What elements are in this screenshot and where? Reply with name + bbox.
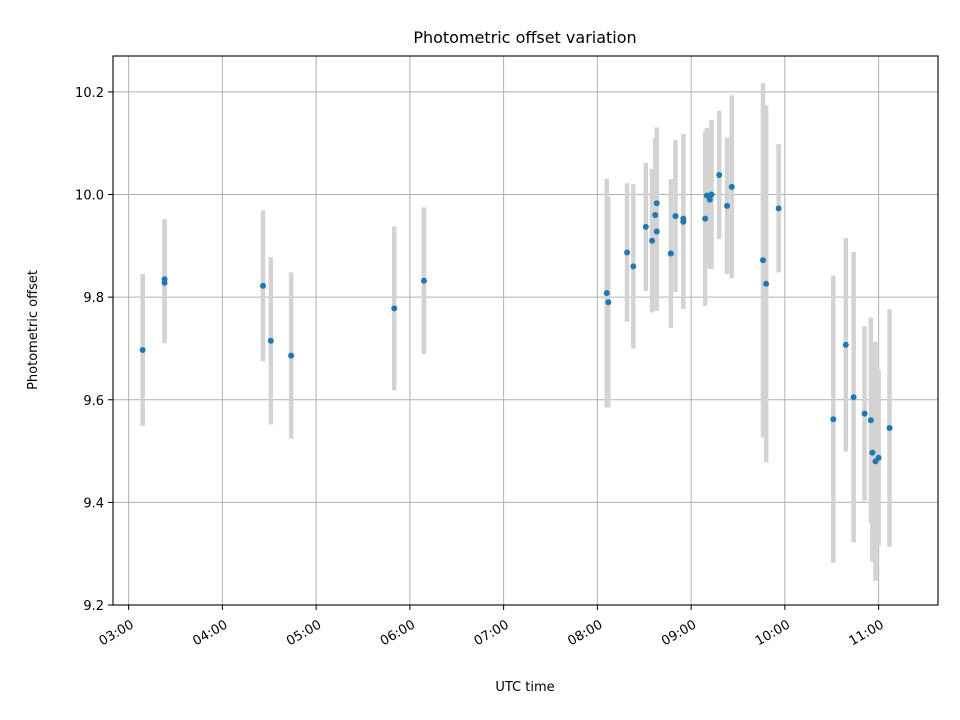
data-point [139, 346, 146, 353]
x-tick-label: 09:00 [659, 617, 699, 649]
data-point [630, 263, 637, 270]
data-point [653, 228, 660, 235]
data-point [653, 200, 660, 207]
y-tick-label: 9.6 [83, 394, 104, 409]
data-point [391, 305, 398, 312]
grid-layer [113, 56, 938, 606]
x-tick-label: 03:00 [97, 617, 137, 649]
y-tick-label: 9.8 [83, 291, 104, 306]
data-point [706, 196, 713, 203]
data-point [603, 290, 610, 297]
data-point [716, 172, 723, 179]
data-point [652, 212, 659, 219]
y-tick-label: 9.2 [83, 599, 104, 614]
data-point [642, 223, 649, 230]
y-tick-label: 9.4 [83, 496, 104, 511]
data-point [760, 257, 766, 264]
data-point [842, 341, 849, 348]
chart-title: Photometric offset variation [413, 28, 636, 47]
data-point [260, 282, 266, 289]
data-point [869, 449, 876, 456]
x-tick-label: 05:00 [284, 617, 324, 649]
x-tick-label: 04:00 [190, 617, 230, 649]
data-point [850, 394, 857, 401]
data-point [605, 299, 612, 306]
data-point [861, 410, 868, 417]
x-tick-label: 06:00 [378, 617, 418, 649]
data-point [763, 280, 770, 287]
data-point [728, 183, 735, 190]
data-point [867, 417, 874, 424]
plot-frame [112, 55, 939, 606]
data-point [649, 237, 656, 244]
data-point [886, 424, 893, 431]
x-tick-label: 11:00 [847, 617, 887, 649]
data-point [267, 337, 274, 344]
errorbar-layer [140, 83, 892, 581]
data-point [680, 218, 687, 225]
data-point [161, 276, 168, 283]
data-point [702, 215, 709, 222]
y-tick-label: 10.2 [75, 86, 104, 101]
data-point [875, 454, 882, 461]
x-tick-label: 07:00 [472, 617, 512, 649]
x-tick-label: 08:00 [565, 617, 605, 649]
data-point [624, 249, 631, 256]
data-point [724, 202, 731, 209]
data-point [288, 352, 295, 359]
data-point [672, 213, 679, 220]
x-tick-label: 10:00 [753, 617, 793, 649]
data-point [830, 416, 837, 423]
data-point [708, 191, 715, 198]
data-point [420, 277, 427, 284]
y-axis-label: Photometric offset [26, 270, 41, 390]
data-point [775, 205, 782, 212]
x-axis-label: UTC time [495, 680, 554, 695]
point-layer [139, 172, 893, 465]
data-point [667, 250, 674, 257]
y-tick-label: 10.0 [75, 189, 104, 204]
data-point [703, 192, 710, 199]
